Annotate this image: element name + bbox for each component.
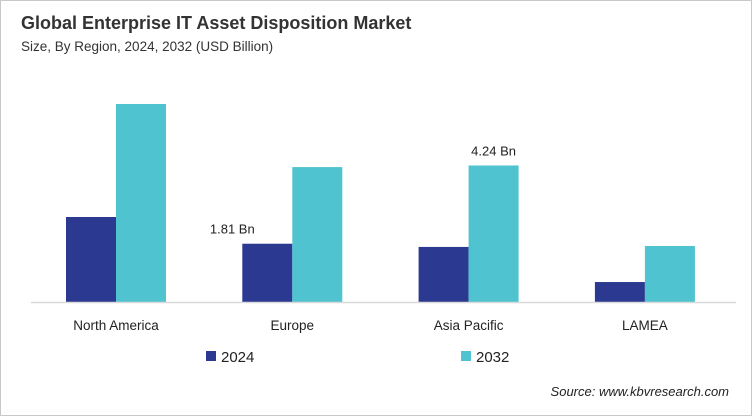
- category-label: Asia Pacific: [434, 318, 504, 333]
- bar-2032-lamea: [644, 245, 695, 302]
- bar-2024-lamea: [594, 282, 645, 302]
- data-label: 4.24 Bn: [471, 143, 516, 158]
- bar-2024-asia-pacific: [418, 246, 469, 302]
- bar-2032-europe: [292, 167, 343, 302]
- bar-2032-asia-pacific: [468, 165, 519, 302]
- category-label: North America: [73, 318, 159, 333]
- data-label: 1.81 Bn: [210, 222, 255, 237]
- legend-swatch-2032: [461, 351, 471, 361]
- bar-2024-north-america: [66, 216, 116, 302]
- category-label: LAMEA: [622, 318, 668, 333]
- category-label: Europe: [271, 318, 315, 333]
- legend-swatch-2024: [206, 351, 216, 361]
- legend-label-2024: 2024: [221, 349, 254, 366]
- chart-title: Global Enterprise IT Asset Disposition M…: [21, 13, 412, 33]
- bar-2032-north-america: [116, 103, 166, 302]
- bar-2024-europe: [242, 243, 293, 302]
- source-note: Source: www.kbvresearch.com: [550, 384, 729, 399]
- legend-label-2032: 2032: [476, 349, 509, 366]
- chart-subtitle: Size, By Region, 2024, 2032 (USD Billion…: [21, 39, 274, 54]
